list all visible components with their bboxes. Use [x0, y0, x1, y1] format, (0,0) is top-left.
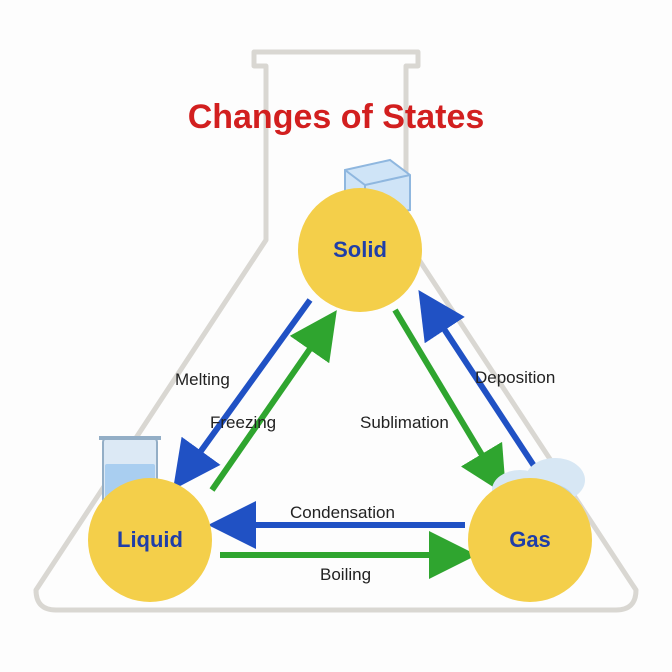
label-boiling-text: Boiling: [320, 565, 371, 584]
label-boiling: Boiling: [320, 565, 371, 585]
label-sublimation: Sublimation: [360, 413, 449, 433]
label-deposition: Deposition: [475, 368, 555, 388]
label-melting: Melting: [175, 370, 230, 390]
state-liquid-label: Liquid: [117, 527, 183, 553]
label-condensation-text: Condensation: [290, 503, 395, 522]
arrow-melting: [180, 300, 310, 480]
arrow-freezing: [212, 320, 330, 490]
state-liquid: Liquid: [88, 478, 212, 602]
label-sublimation-text: Sublimation: [360, 413, 449, 432]
label-melting-text: Melting: [175, 370, 230, 389]
state-gas: Gas: [468, 478, 592, 602]
diagram-title: Changes of States: [0, 98, 672, 137]
state-gas-label: Gas: [509, 527, 551, 553]
state-solid: Solid: [298, 188, 422, 312]
state-solid-label: Solid: [333, 237, 387, 263]
label-freezing-text: Freezing: [210, 413, 276, 432]
label-freezing: Freezing: [210, 413, 276, 433]
label-deposition-text: Deposition: [475, 368, 555, 387]
diagram-title-text: Changes of States: [188, 98, 485, 136]
diagram-canvas: Changes of States Solid Liquid Gas Melti…: [0, 0, 672, 672]
label-condensation: Condensation: [290, 503, 395, 523]
